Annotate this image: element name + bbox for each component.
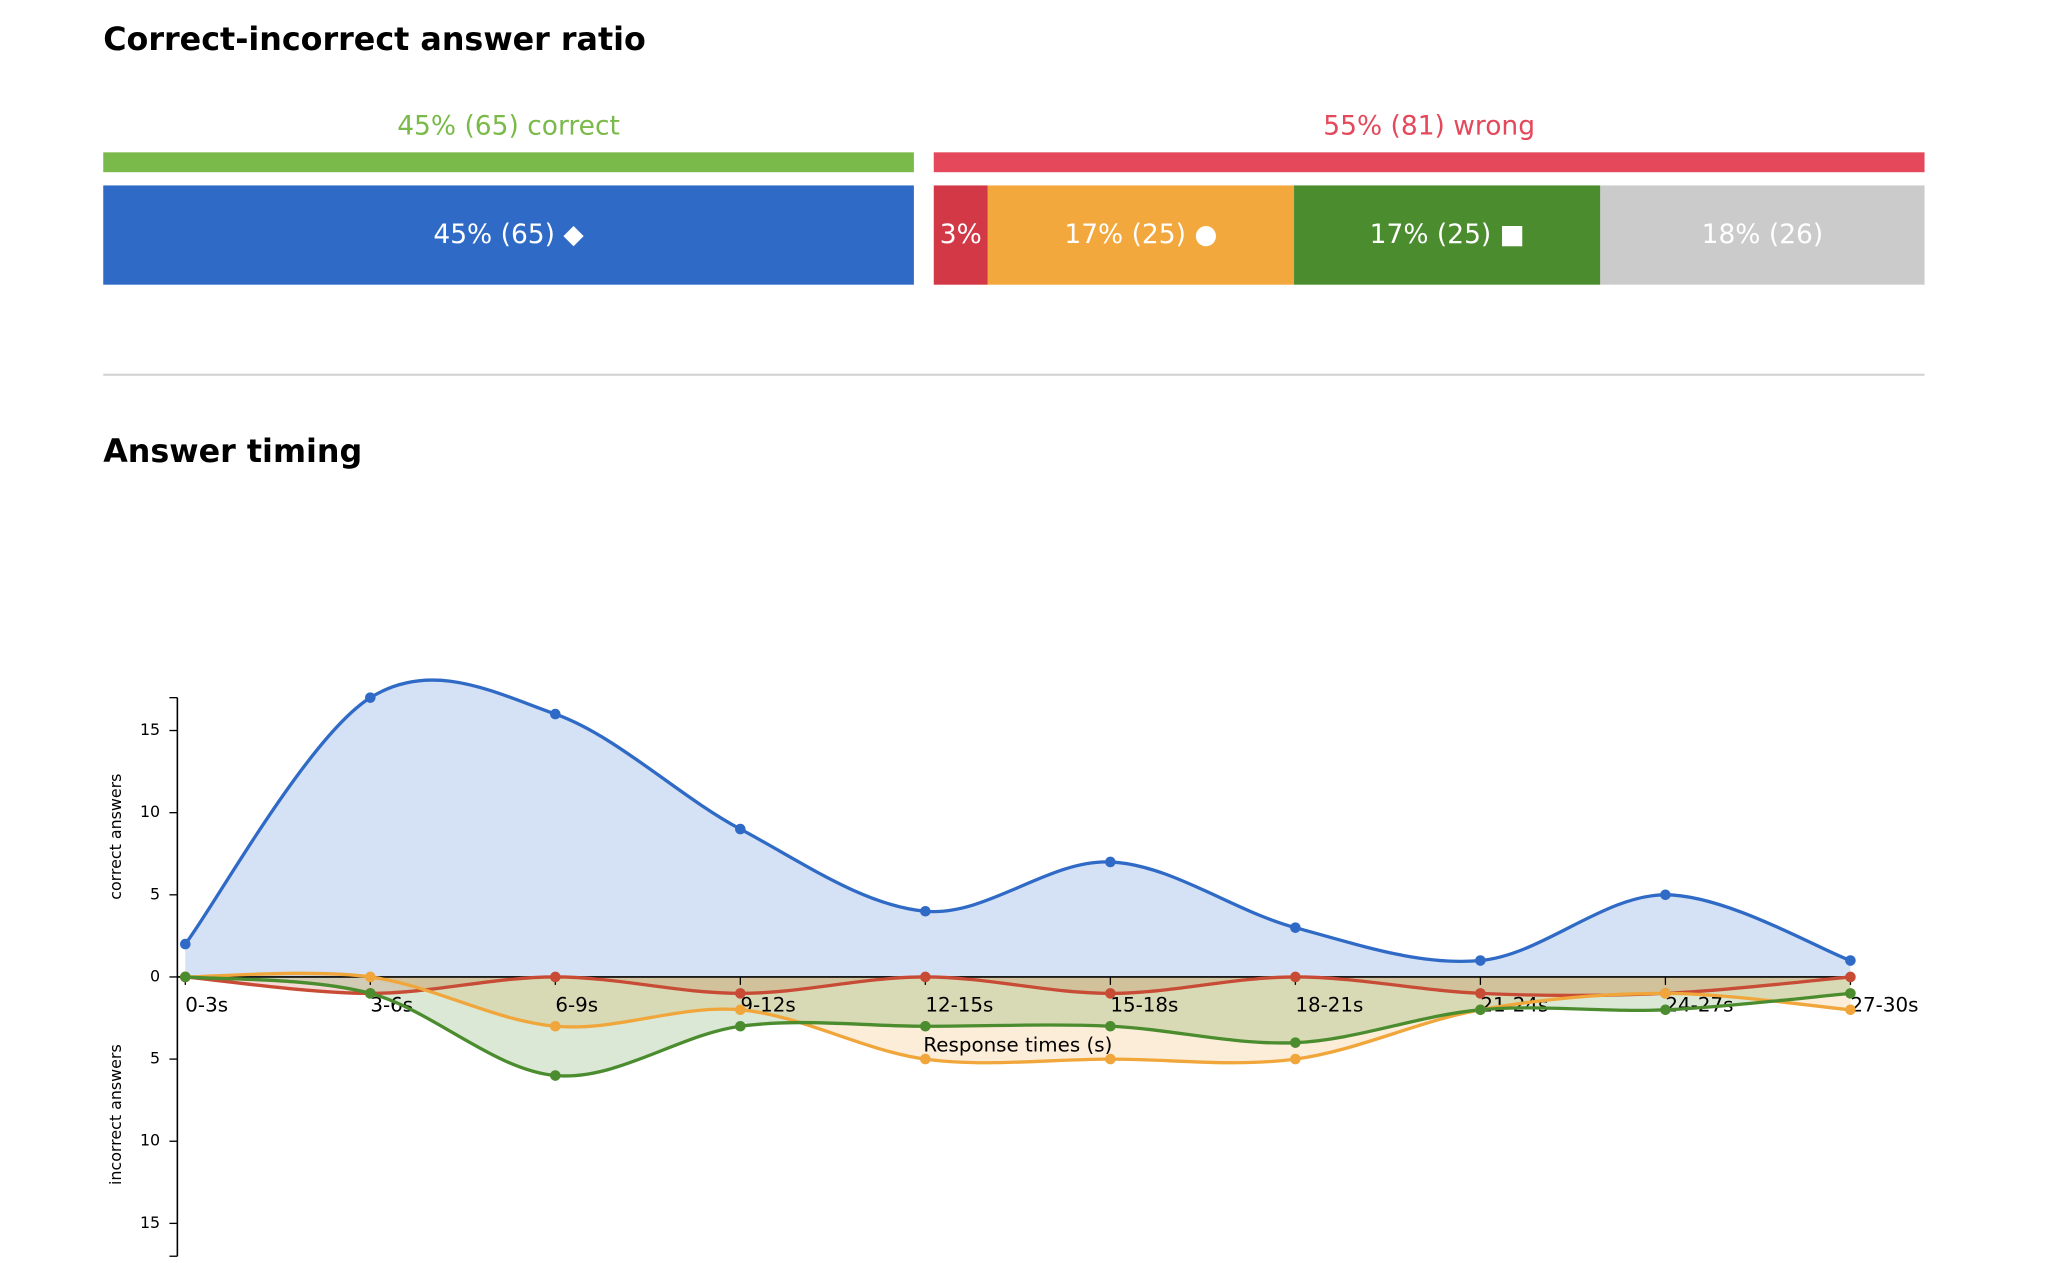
line — [183, 678, 1851, 963]
point — [735, 1004, 746, 1016]
point — [735, 988, 746, 999]
point — [550, 1020, 561, 1032]
segment — [987, 185, 1295, 285]
point — [920, 971, 931, 983]
point — [1105, 1053, 1116, 1065]
x-tick-label: 18-21s — [1295, 994, 1363, 1017]
area — [185, 976, 1851, 1076]
point — [1290, 1037, 1301, 1048]
point — [365, 971, 376, 983]
x-tick-label: 24-27s — [1665, 994, 1733, 1017]
x-tick-label: 3-6s — [370, 994, 413, 1017]
point — [1845, 1004, 1856, 1016]
y-tick-label: 5 — [150, 884, 160, 903]
x-tick-label: 0-3s — [185, 994, 228, 1017]
point — [735, 823, 746, 835]
point — [180, 938, 191, 950]
y-axis-title: correct answers — [106, 774, 125, 900]
line — [185, 971, 1851, 1065]
segment-label: 17% (25) ● — [1064, 219, 1217, 250]
area — [185, 976, 1851, 996]
segment — [103, 185, 914, 285]
x-tick-label: 6-9s — [555, 994, 598, 1017]
point — [920, 1053, 931, 1065]
line — [185, 975, 1851, 998]
point — [735, 1020, 746, 1032]
point — [1475, 955, 1486, 966]
point — [1845, 971, 1856, 983]
point — [1105, 856, 1116, 868]
point — [365, 692, 376, 703]
x-tick-label: 15-18s — [1110, 994, 1178, 1017]
point — [550, 708, 561, 720]
point — [365, 988, 376, 999]
segment — [1600, 185, 1925, 285]
point — [1660, 988, 1671, 999]
y2-tick-label: 15 — [140, 1213, 160, 1232]
segment-label: 3% — [940, 219, 982, 250]
section-title: Correct-incorrect answer ratio — [103, 22, 646, 58]
section-title: Answer timing — [103, 434, 362, 470]
group-label: 45% (65) correct — [397, 111, 620, 142]
point — [1290, 1053, 1301, 1065]
point — [550, 1070, 561, 1081]
y-tick-label: 15 — [140, 720, 160, 739]
area — [185, 973, 1851, 1063]
point — [920, 1020, 931, 1032]
point — [1290, 971, 1301, 983]
y2-axis-title: incorrect answers — [106, 1044, 125, 1185]
point — [1845, 988, 1856, 999]
group-label: 55% (81) wrong — [1323, 111, 1535, 142]
y2-tick-label: 5 — [150, 1049, 160, 1068]
x-tick-label: 12-15s — [925, 994, 993, 1017]
point — [1105, 988, 1116, 999]
segment-label: 18% (26) — [1702, 219, 1824, 250]
x-axis-title: Response times (s) — [923, 1033, 1112, 1056]
point — [1660, 1004, 1671, 1016]
point — [1845, 955, 1856, 966]
point — [550, 971, 561, 983]
point — [1105, 1020, 1116, 1032]
group-bar — [103, 152, 914, 173]
segment-label: 17% (25) ■ — [1370, 219, 1525, 250]
y-tick-label: 10 — [140, 802, 160, 821]
y2-tick-label: 10 — [140, 1131, 160, 1150]
segment-label: 45% (65) ◆ — [433, 219, 584, 250]
segment — [1294, 185, 1601, 285]
point — [920, 905, 931, 917]
point — [1475, 1004, 1486, 1016]
line — [185, 975, 1851, 1078]
x-tick-label: 27-30s — [1850, 994, 1918, 1017]
point — [1290, 922, 1301, 933]
point — [1660, 889, 1671, 901]
point — [180, 971, 191, 983]
y-tick-label: 0 — [150, 966, 160, 985]
group-bar — [933, 152, 1925, 173]
area — [185, 680, 1851, 977]
point — [1475, 988, 1486, 999]
segment — [933, 185, 988, 285]
